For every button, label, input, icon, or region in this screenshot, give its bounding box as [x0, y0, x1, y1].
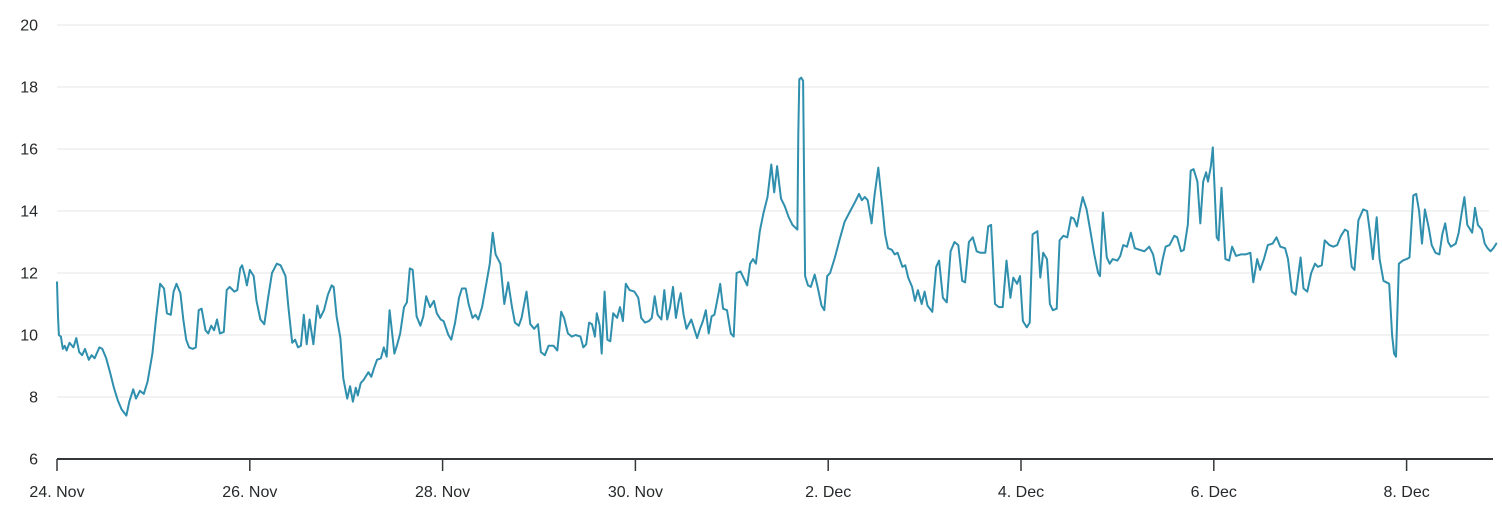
x-axis-labels-group: 24. Nov 26. Nov 28. Nov 30. Nov 2. Dec 4. Dec… [29, 484, 1429, 501]
x-axis-tick-label: 24. Nov [29, 484, 84, 501]
series-line[interactable] [56, 76, 1498, 417]
y-axis-tick-label: 6 [29, 452, 38, 469]
x-axis-tick-label: 26. Nov [222, 484, 277, 501]
x-axis-tick-label: 8. Dec [1383, 484, 1429, 501]
y-axis-tick-label: 12 [20, 266, 38, 283]
x-axis-tick-label: 6. Dec [1191, 484, 1237, 501]
x-axis-tick-label: 2. Dec [805, 484, 851, 501]
y-axis-tick-label: 8 [29, 390, 38, 407]
x-axis-group [56, 458, 1493, 471]
y-axis-labels-group: 20 18 16 14 12 10 8 6 [20, 18, 38, 469]
x-axis-tick-label: 28. Nov [415, 484, 470, 501]
gridlines-group [57, 24, 1489, 398]
y-axis-tick-label: 14 [20, 204, 38, 221]
x-axis-tick-label: 4. Dec [998, 484, 1044, 501]
x-axis-tick-label: 30. Nov [608, 484, 663, 501]
y-axis-tick-label: 16 [20, 142, 38, 159]
y-axis-tick-label: 18 [20, 80, 38, 97]
y-axis-tick-label: 10 [20, 328, 38, 345]
y-axis-tick-label: 20 [20, 18, 38, 35]
